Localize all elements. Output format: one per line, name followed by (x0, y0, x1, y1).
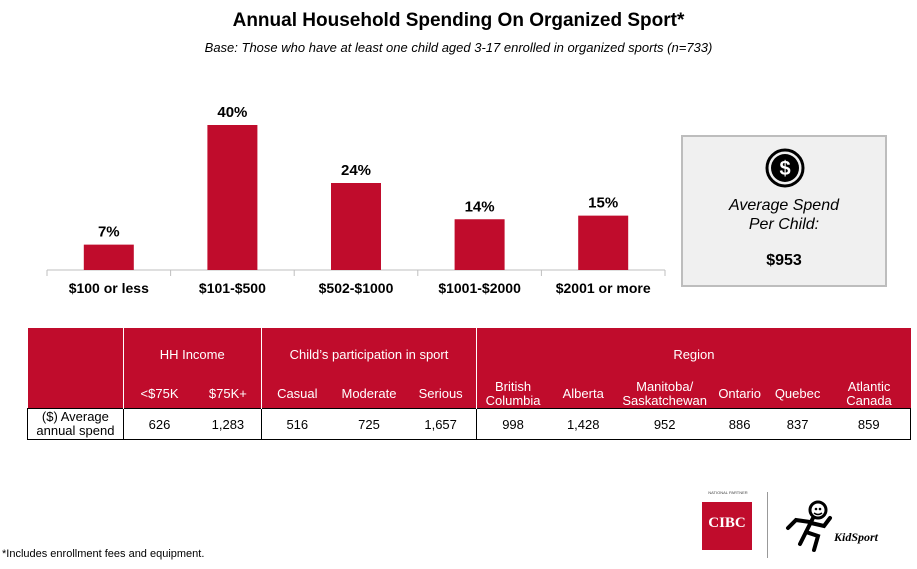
table-row: ($) Average annual spend 626 1,283 516 7… (27, 408, 911, 440)
bar-4 (578, 215, 629, 270)
row-label-line2: annual spend (36, 423, 115, 438)
bar-value-label: 40% (217, 104, 247, 121)
average-spend-value: $953 (766, 252, 802, 269)
bar-0 (83, 244, 134, 270)
cell-quebec: 837 (767, 408, 828, 440)
col-over-75k: $75K+ (195, 380, 262, 409)
col-casual: Casual (260, 380, 333, 409)
average-spend-label-line2: Per Child: (748, 216, 820, 233)
cell-casual: 516 (260, 408, 333, 440)
col-serious: Serious (404, 380, 477, 409)
cell-serious: 1,657 (404, 408, 477, 440)
category-label: $101-$500 (199, 280, 266, 296)
col-british-columbia: British Columbia (476, 379, 549, 409)
category-label: $1001-$2000 (438, 280, 521, 296)
row-label: ($) Average annual spend (27, 408, 124, 440)
bar-chart: 7% $100 or less 40% $101-$500 24% $502-$1000 1… (46, 104, 666, 296)
cell-moderate: 725 (333, 408, 405, 440)
cibc-tagline: NATIONAL PARTNER (708, 490, 748, 495)
cell-under-75k: 626 (122, 408, 196, 440)
kidsport-runner-icon (786, 500, 832, 552)
cell-ontario: 886 (711, 408, 768, 440)
col-under-75k: <$75K (122, 380, 196, 409)
logo-divider (767, 492, 768, 558)
average-spend-label: Average Spend Per Child: (683, 196, 885, 234)
col-alberta: Alberta (548, 380, 618, 409)
chart-subtitle: Base: Those who have at least one child … (204, 40, 713, 55)
average-spend-label-line1: Average Spend (728, 197, 839, 214)
row-label-line1: ($) Average (41, 409, 109, 424)
footnote: *Includes enrollment fees and equipment. (2, 548, 205, 560)
col-atlantic-line2: Canada (846, 393, 892, 408)
col-ontario: Ontario (711, 380, 768, 409)
cell-manitoba-saskatchewan: 952 (617, 408, 712, 440)
category-label: $502-$1000 (319, 280, 394, 296)
col-moderate: Moderate (333, 380, 405, 409)
category-label: $100 or less (69, 280, 149, 296)
group-region: Region (476, 328, 911, 380)
cell-alberta: 1,428 (548, 408, 618, 440)
col-mansask-line1: Manitoba/ (636, 379, 694, 394)
bar-value-label: 24% (341, 162, 371, 179)
col-quebec: Quebec (767, 380, 828, 409)
bar-3 (454, 219, 505, 270)
average-spend-box: $ Average Spend Per Child: $953 (681, 135, 887, 287)
bar-value-label: 7% (98, 224, 120, 241)
category-label: $2001 or more (556, 280, 651, 296)
kidsport-logo-text: KidSport (834, 530, 879, 544)
col-atlantic-line1: Atlantic (847, 379, 891, 394)
bar-value-label: 15% (588, 195, 618, 212)
col-mansask-line2: Saskatchewan (622, 393, 707, 408)
col-atlantic-canada: Atlantic Canada (827, 379, 911, 409)
cibc-logo-text: CIBC (708, 515, 746, 531)
col-manitoba-saskatchewan: Manitoba/ Saskatchewan (617, 379, 712, 409)
table-corner-cell (27, 328, 124, 409)
cibc-logo: CIBC (702, 502, 752, 550)
col-bc-line2: Columbia (485, 393, 541, 408)
col-bc-line1: British (495, 379, 532, 394)
dollar-circle-icon: $ (765, 148, 805, 188)
cell-over-75k: 1,283 (195, 408, 262, 440)
bar-1 (207, 125, 258, 270)
bar-2 (331, 183, 381, 270)
table-column-header-row: <$75K $75K+ Casual Moderate Serious Brit… (28, 380, 911, 409)
chart-title: Annual Household Spending On Organized S… (232, 10, 685, 31)
spending-table: HH Income Child’s participation in sport… (27, 328, 911, 440)
cell-british-columbia: 998 (476, 408, 549, 440)
svg-text:$: $ (779, 158, 790, 180)
table-group-header-row: HH Income Child’s participation in sport… (27, 328, 911, 409)
group-participation: Child’s participation in sport (260, 328, 477, 380)
bar-value-label: 14% (465, 198, 495, 215)
group-hh-income: HH Income (122, 328, 262, 380)
sponsor-logos: NATIONAL PARTNER CIBC KidSport (700, 490, 900, 560)
cell-atlantic-canada: 859 (827, 408, 911, 440)
